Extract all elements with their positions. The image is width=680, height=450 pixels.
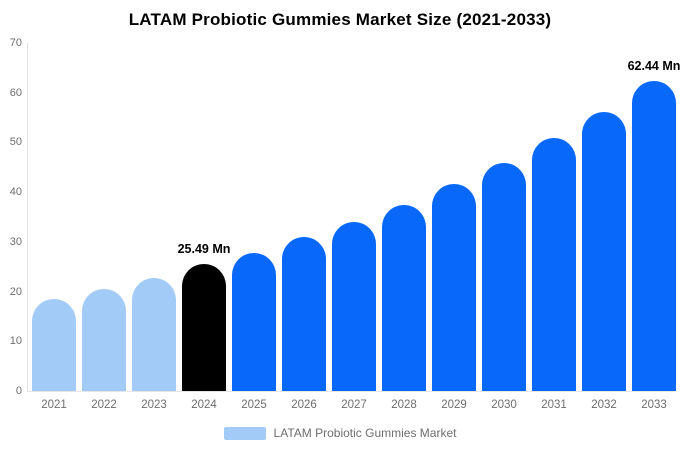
y-axis-tick-60: 60 bbox=[9, 86, 22, 99]
bar-2032[interactable] bbox=[582, 111, 626, 391]
y-axis-tick-0: 0 bbox=[15, 385, 22, 397]
bar-2023[interactable] bbox=[132, 277, 176, 391]
y-axis-tick-40: 40 bbox=[9, 186, 22, 199]
x-axis-label-2023: 2023 bbox=[141, 399, 167, 411]
x-axis-line bbox=[27, 391, 675, 392]
value-label-2033: 62.44 Mn bbox=[627, 58, 680, 73]
bar-2030[interactable] bbox=[482, 162, 526, 391]
bar-2024[interactable] bbox=[182, 264, 226, 391]
y-axis-tick-70: 70 bbox=[9, 37, 22, 49]
x-axis-label-2032: 2032 bbox=[591, 399, 617, 411]
x-axis-label-2026: 2026 bbox=[291, 399, 317, 411]
x-axis-label-2033: 2033 bbox=[641, 399, 667, 411]
y-axis-tick-10: 10 bbox=[9, 335, 22, 348]
x-axis-label-2024: 2024 bbox=[191, 399, 217, 411]
y-axis-tick-50: 50 bbox=[9, 136, 22, 149]
value-label-2024: 25.49 Mn bbox=[177, 242, 231, 257]
bar-2029[interactable] bbox=[432, 183, 476, 391]
bar-2025[interactable] bbox=[232, 252, 276, 391]
x-axis-label-2025: 2025 bbox=[241, 399, 267, 411]
bar-2022[interactable] bbox=[82, 288, 126, 391]
y-axis-tick-30: 30 bbox=[9, 235, 22, 248]
x-axis-label-2021: 2021 bbox=[41, 399, 67, 411]
x-axis-label-2030: 2030 bbox=[491, 399, 517, 411]
bar-2026[interactable] bbox=[282, 237, 326, 391]
x-axis-label-2028: 2028 bbox=[391, 399, 417, 411]
legend[interactable]: LATAM Probiotic Gummies Market bbox=[0, 426, 680, 440]
bar-2021[interactable] bbox=[32, 299, 76, 391]
chart-title: LATAM Probiotic Gummies Market Size (202… bbox=[128, 10, 552, 29]
bar-2031[interactable] bbox=[532, 137, 576, 391]
x-axis-label-2031: 2031 bbox=[541, 399, 567, 411]
bar-2028[interactable] bbox=[382, 204, 426, 391]
legend-label: LATAM Probiotic Gummies Market bbox=[273, 426, 457, 440]
x-axis-label-2029: 2029 bbox=[441, 399, 467, 411]
y-axis-tick-20: 20 bbox=[9, 285, 22, 298]
x-axis-label-2022: 2022 bbox=[91, 399, 117, 411]
bar-2033[interactable] bbox=[632, 80, 676, 391]
legend-swatch-icon bbox=[223, 426, 266, 440]
y-axis-line bbox=[27, 43, 28, 391]
x-axis-label-2027: 2027 bbox=[341, 399, 367, 411]
bar-2027[interactable] bbox=[332, 221, 376, 391]
